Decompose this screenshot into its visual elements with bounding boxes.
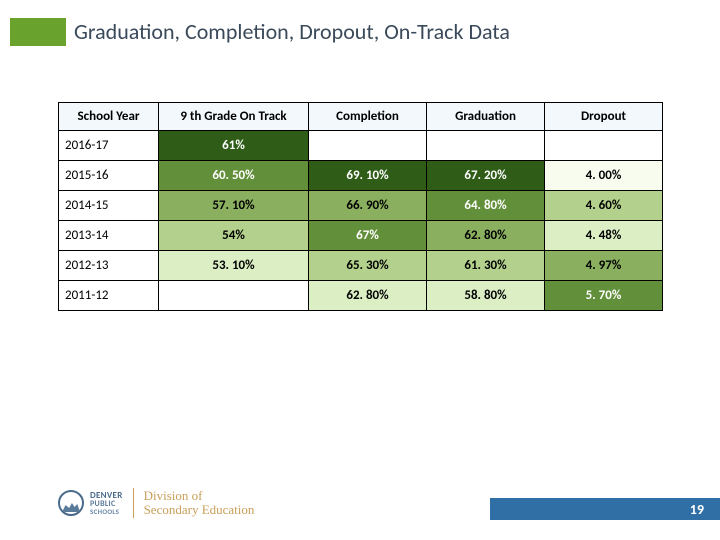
col-graduation: Graduation — [427, 103, 545, 131]
cell-graduation: 64. 80% — [427, 191, 545, 221]
col-school-year: School Year — [59, 103, 159, 131]
cell-ontrack: 57. 10% — [159, 191, 309, 221]
table-row: 2015-1660. 50%69. 10%67. 20%4. 00% — [59, 161, 663, 191]
cell-ontrack — [159, 281, 309, 311]
footer-accent-bar — [490, 498, 720, 520]
table-row: 2013-1454%67%62. 80%4. 48% — [59, 221, 663, 251]
footer-logo: DENVER PUBLIC SCHOOLS Division of Second… — [58, 488, 254, 518]
cell-year: 2014-15 — [59, 191, 159, 221]
dps-logo-icon — [58, 490, 84, 516]
table-row: 2012-1353. 10%65. 30%61. 30%4. 97% — [59, 251, 663, 281]
cell-dropout: 4. 97% — [545, 251, 663, 281]
table-header-row: School Year 9 th Grade On Track Completi… — [59, 103, 663, 131]
cell-year: 2013-14 — [59, 221, 159, 251]
data-table: School Year 9 th Grade On Track Completi… — [58, 102, 663, 311]
cell-year: 2011-12 — [59, 281, 159, 311]
cell-year: 2015-16 — [59, 161, 159, 191]
page-number: 19 — [690, 501, 704, 518]
page-title: Graduation, Completion, Dropout, On-Trac… — [74, 18, 510, 45]
cell-ontrack: 53. 10% — [159, 251, 309, 281]
cell-graduation: 61. 30% — [427, 251, 545, 281]
cell-dropout: 4. 60% — [545, 191, 663, 221]
col-completion: Completion — [309, 103, 427, 131]
cell-graduation: 67. 20% — [427, 161, 545, 191]
logo-divider — [133, 488, 134, 518]
col-dropout: Dropout — [545, 103, 663, 131]
cell-completion: 69. 10% — [309, 161, 427, 191]
cell-completion — [309, 131, 427, 161]
table-row: 2014-1557. 10%66. 90%64. 80%4. 60% — [59, 191, 663, 221]
cell-year: 2016-17 — [59, 131, 159, 161]
cell-ontrack: 60. 50% — [159, 161, 309, 191]
table-row: 2016-1761% — [59, 131, 663, 161]
cell-completion: 65. 30% — [309, 251, 427, 281]
cell-dropout: 4. 48% — [545, 221, 663, 251]
cell-graduation — [427, 131, 545, 161]
title-accent-bar — [10, 18, 66, 46]
division-name: Division of Secondary Education — [144, 489, 255, 518]
cell-dropout: 4. 00% — [545, 161, 663, 191]
cell-dropout — [545, 131, 663, 161]
cell-completion: 62. 80% — [309, 281, 427, 311]
cell-dropout: 5. 70% — [545, 281, 663, 311]
cell-ontrack: 54% — [159, 221, 309, 251]
col-ontrack: 9 th Grade On Track — [159, 103, 309, 131]
cell-graduation: 58. 80% — [427, 281, 545, 311]
dps-logo-text: DENVER PUBLIC SCHOOLS — [90, 491, 123, 515]
cell-year: 2012-13 — [59, 251, 159, 281]
cell-completion: 67% — [309, 221, 427, 251]
data-table-container: School Year 9 th Grade On Track Completi… — [58, 102, 662, 311]
table-row: 2011-12 62. 80%58. 80%5. 70% — [59, 281, 663, 311]
cell-ontrack: 61% — [159, 131, 309, 161]
cell-graduation: 62. 80% — [427, 221, 545, 251]
cell-completion: 66. 90% — [309, 191, 427, 221]
